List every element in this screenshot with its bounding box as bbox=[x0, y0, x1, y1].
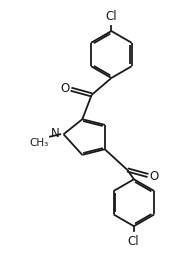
Text: CH₃: CH₃ bbox=[30, 138, 49, 148]
Text: Cl: Cl bbox=[127, 235, 139, 248]
Text: N: N bbox=[51, 127, 59, 140]
Text: Cl: Cl bbox=[106, 10, 117, 23]
Text: O: O bbox=[60, 82, 70, 95]
Text: O: O bbox=[149, 170, 159, 183]
